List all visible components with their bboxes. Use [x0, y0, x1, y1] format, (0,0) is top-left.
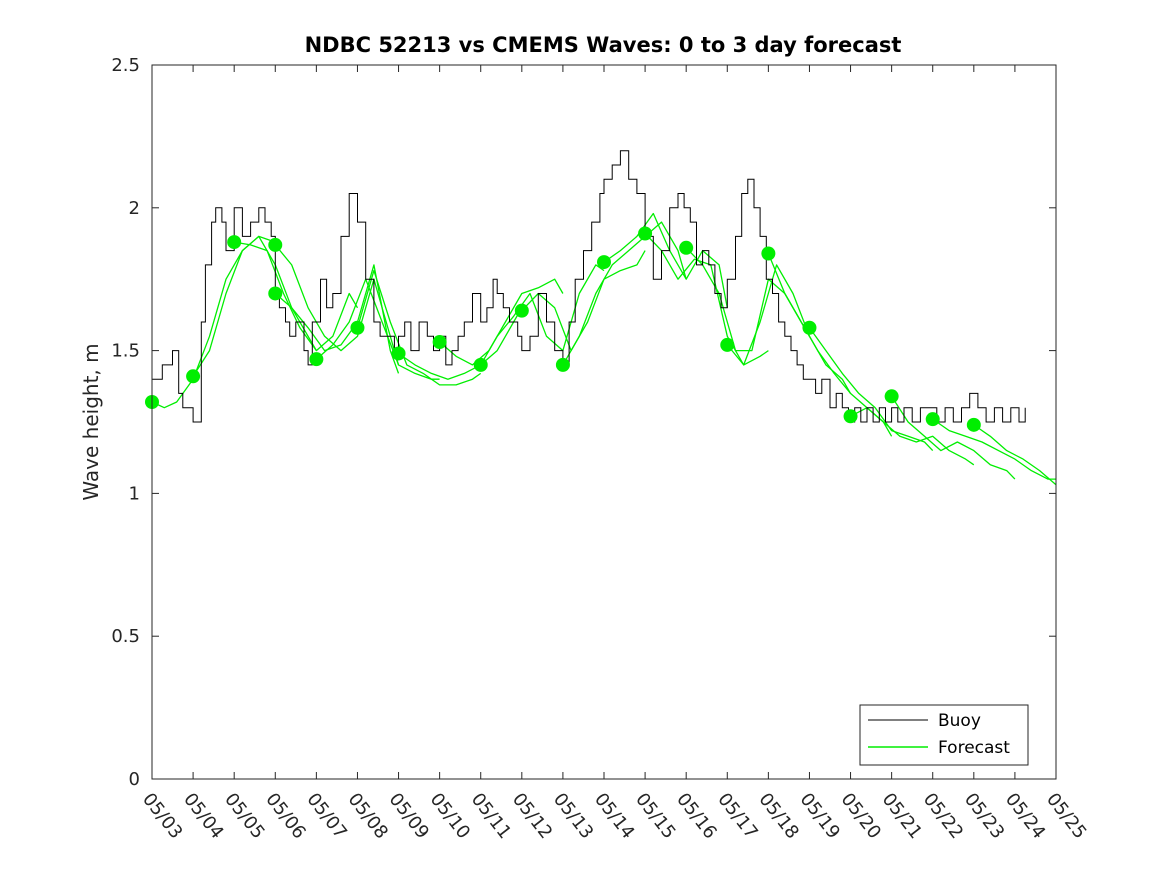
forecast-run-line	[562, 221, 687, 366]
forecast-start-marker	[350, 320, 365, 335]
forecast-start-marker	[268, 237, 283, 252]
forecast-start-marker	[268, 286, 283, 301]
forecast-run-line	[274, 264, 400, 374]
buoy-line	[152, 150, 1026, 423]
forecast-start-marker	[925, 412, 940, 427]
forecast-start-marker	[843, 409, 858, 424]
y-tick-label: 1.5	[111, 341, 140, 362]
forecast-run-line	[274, 244, 400, 366]
forecast-run-line	[439, 278, 564, 366]
legend-buoy-label: Buoy	[938, 711, 981, 731]
forecast-run-line	[932, 418, 1056, 480]
forecast-run-line	[192, 235, 317, 377]
forecast-start-marker	[555, 357, 570, 372]
forecast-start-marker	[802, 320, 817, 335]
legend: Buoy Forecast	[859, 704, 1029, 766]
forecast-start-marker	[884, 389, 899, 404]
forecast-run-line	[973, 424, 1057, 486]
y-tick-label: 2.5	[111, 55, 140, 76]
forecast-start-marker	[473, 357, 488, 372]
y-axis-label: Wave height, m	[79, 343, 103, 500]
y-tick-label: 0.5	[111, 626, 140, 647]
y-tick-label: 1	[129, 483, 140, 504]
legend-forecast-label: Forecast	[938, 738, 1010, 758]
forecast-start-marker	[391, 346, 406, 361]
forecast-run-line	[315, 278, 440, 380]
forecast-start-marker	[597, 255, 611, 270]
legend-box	[859, 704, 1029, 766]
y-tick-label: 0	[129, 769, 140, 790]
forecast-start-marker	[966, 417, 981, 432]
y-tick-label: 2	[129, 198, 140, 219]
forecast-start-marker	[679, 240, 694, 255]
y-axis-ticks: 0 0.5 1 1.5 2 2.5	[111, 55, 1056, 790]
forecast-run-line	[891, 395, 1016, 480]
forecast-start-marker	[227, 235, 242, 250]
forecast-start-marker	[638, 226, 653, 241]
forecast-start-marker	[186, 369, 201, 384]
forecast-run-line	[480, 264, 605, 366]
forecast-run-line	[726, 264, 852, 394]
forecast-run-line	[356, 269, 482, 386]
forecast-start-marker	[761, 246, 776, 261]
forecast-start-marker	[309, 352, 324, 367]
forecast-start-marker	[432, 335, 447, 350]
forecast-run-line	[521, 250, 646, 352]
forecast-run-line	[850, 407, 975, 466]
forecast-run-line	[234, 241, 359, 352]
plot-area	[145, 150, 1057, 486]
chart-title: NDBC 52213 vs CMEMS Waves: 0 to 3 day fo…	[305, 33, 902, 57]
forecast-run-line	[808, 327, 934, 452]
forecast-start-marker	[514, 303, 529, 318]
forecast-run-line	[398, 307, 523, 380]
forecast-start-marker	[720, 337, 735, 352]
